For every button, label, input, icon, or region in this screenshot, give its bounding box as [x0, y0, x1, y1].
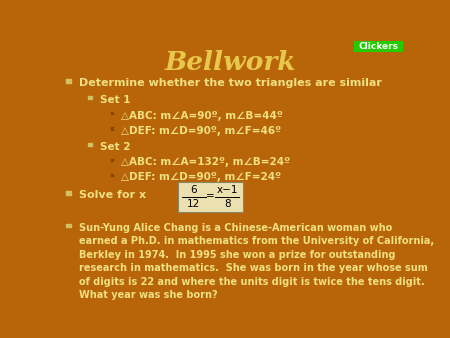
FancyBboxPatch shape [66, 223, 71, 227]
FancyBboxPatch shape [66, 79, 71, 83]
Text: of digits is 22 and where the units digit is twice the tens digit.: of digits is 22 and where the units digi… [79, 277, 425, 287]
FancyBboxPatch shape [88, 96, 92, 99]
Text: △DEF: m∠D=90º, m∠F=46º: △DEF: m∠D=90º, m∠F=46º [122, 126, 282, 136]
Text: 12: 12 [187, 199, 200, 209]
Text: △DEF: m∠D=90º, m∠F=24º: △DEF: m∠D=90º, m∠F=24º [122, 172, 282, 182]
Text: Clickers: Clickers [359, 42, 399, 51]
Text: earned a Ph.D. in mathematics from the University of California,: earned a Ph.D. in mathematics from the U… [79, 236, 434, 246]
FancyBboxPatch shape [111, 174, 113, 176]
Text: x−1: x−1 [217, 185, 239, 195]
FancyBboxPatch shape [178, 182, 243, 212]
Text: Determine whether the two triangles are similar: Determine whether the two triangles are … [79, 78, 382, 88]
FancyBboxPatch shape [355, 41, 403, 52]
FancyBboxPatch shape [66, 191, 71, 195]
Text: 6: 6 [190, 185, 197, 195]
Text: Berkley in 1974.  In 1995 she won a prize for outstanding: Berkley in 1974. In 1995 she won a prize… [79, 250, 396, 260]
Text: Solve for x: Solve for x [79, 190, 146, 200]
Text: Sun-Yung Alice Chang is a Chinese-American woman who: Sun-Yung Alice Chang is a Chinese-Americ… [79, 223, 392, 233]
Text: 8: 8 [225, 199, 231, 209]
Text: Set 1: Set 1 [100, 95, 130, 105]
FancyBboxPatch shape [111, 127, 113, 129]
FancyBboxPatch shape [88, 143, 92, 146]
FancyBboxPatch shape [111, 159, 113, 161]
Text: Bellwork: Bellwork [165, 50, 297, 75]
Text: =: = [206, 192, 215, 201]
Text: △ABC: m∠A=132º, m∠B=24º: △ABC: m∠A=132º, m∠B=24º [122, 157, 291, 167]
Text: Set 2: Set 2 [100, 142, 130, 151]
Text: research in mathematics.  She was born in the year whose sum: research in mathematics. She was born in… [79, 263, 428, 273]
Text: What year was she born?: What year was she born? [79, 290, 218, 300]
FancyBboxPatch shape [111, 113, 113, 115]
Text: △ABC: m∠A=90º, m∠B=44º: △ABC: m∠A=90º, m∠B=44º [122, 111, 284, 121]
